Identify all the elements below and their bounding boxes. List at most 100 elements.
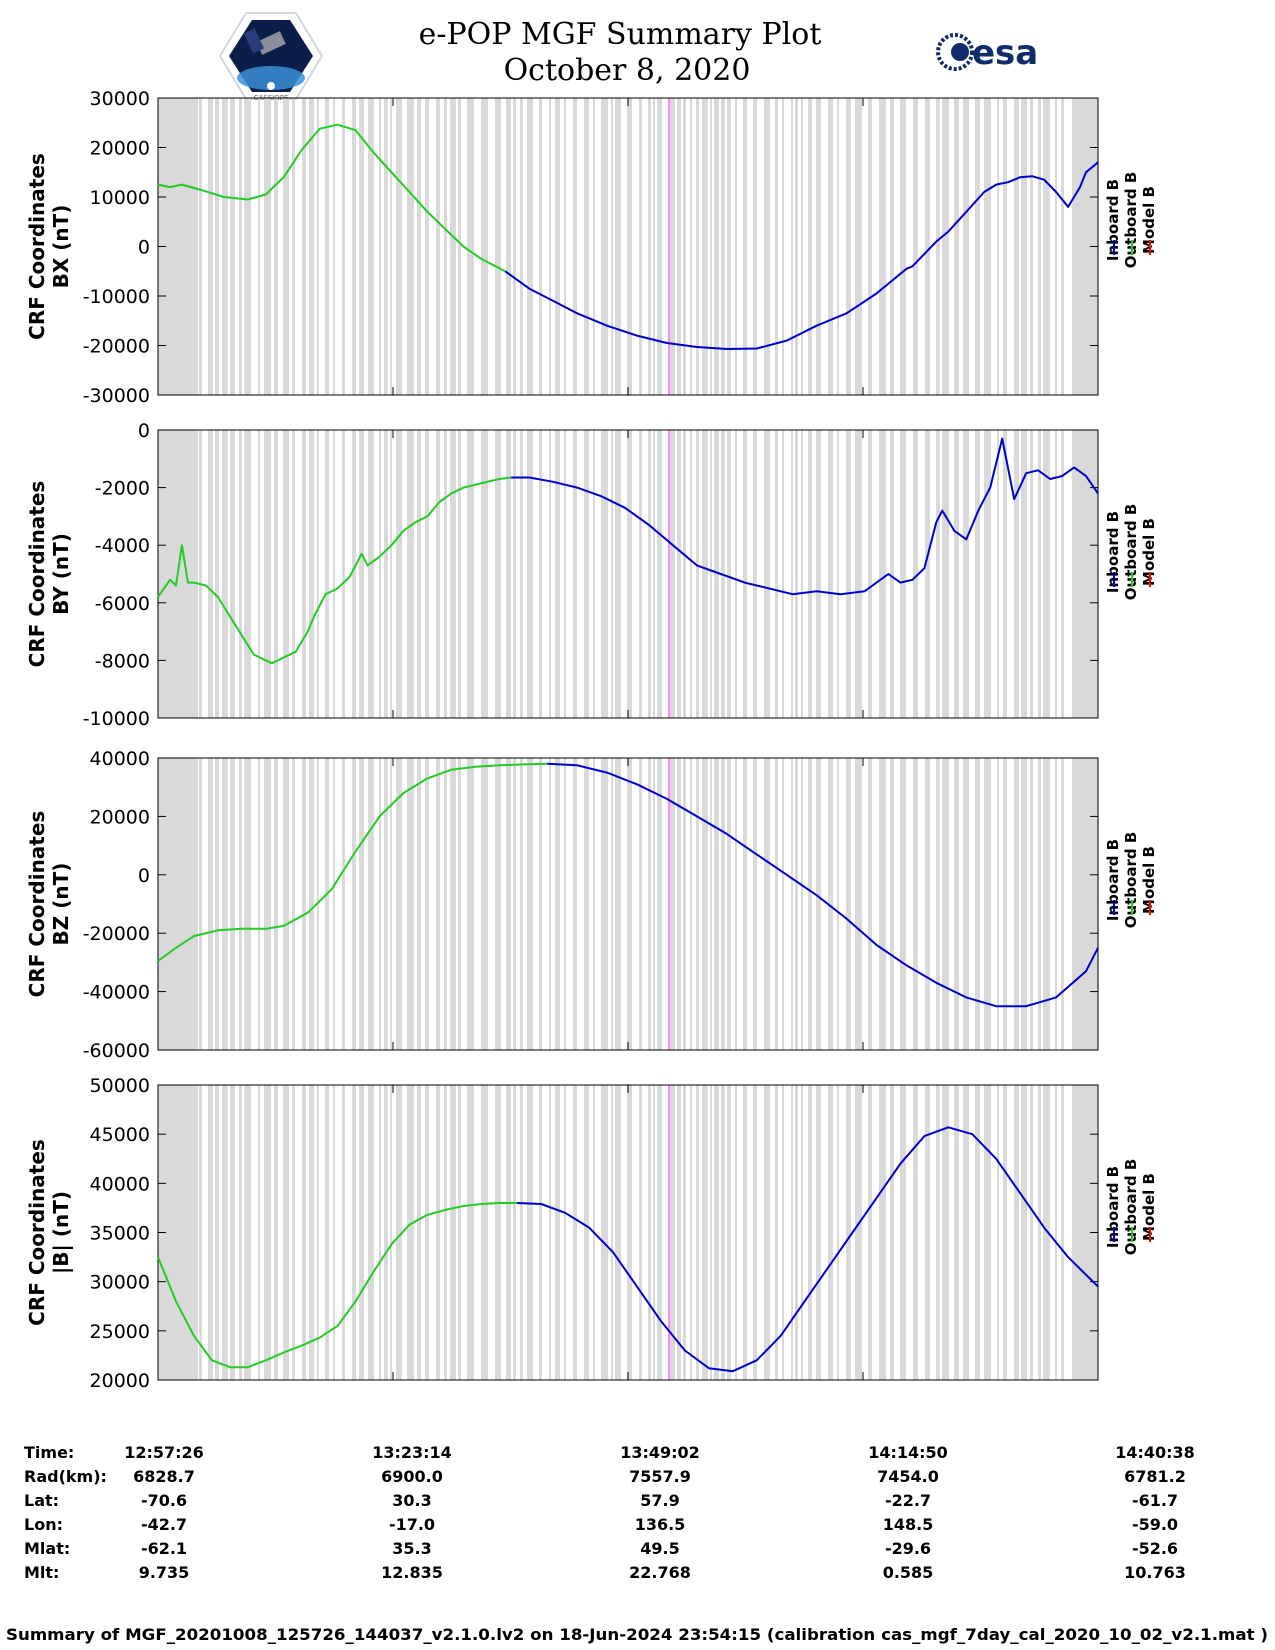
gap-stripe	[615, 1085, 621, 1380]
y-axis-label: CRF Coordinates	[25, 811, 49, 998]
gap-stripe	[208, 1085, 213, 1380]
gap-stripe	[900, 430, 906, 718]
gap-stripe	[855, 1085, 862, 1380]
gap-stripe	[222, 430, 228, 718]
gap-stripe	[816, 98, 821, 395]
ephemeris-table: Time: Rad(km): Lat: Lon: Mlat: Mlt: 12:5…	[24, 1443, 1195, 1582]
gap-stripe	[573, 98, 577, 395]
gap-stripe	[735, 430, 737, 718]
gap-stripe	[791, 430, 793, 718]
gap-stripe	[573, 1085, 577, 1380]
gap-stripe	[1061, 758, 1064, 1050]
gap-stripe	[1030, 1085, 1033, 1380]
gap-stripe	[481, 758, 488, 1050]
series-line-outboard-b	[157, 1202, 518, 1369]
gap-stripe	[325, 758, 329, 1050]
gap-stripe	[274, 430, 278, 718]
y-tick-label: -10000	[83, 286, 150, 308]
gap-stripe	[690, 98, 692, 395]
gap-stripe	[816, 758, 821, 1050]
series-line-inboard-b	[547, 762, 1099, 1008]
chart-panel-3: 40000 20000 0 -20000 -40000 -60000 CRF Coordin…	[25, 748, 1158, 1062]
gap-stripe	[264, 98, 271, 395]
gap-stripe	[837, 1085, 839, 1380]
gap-stripe	[1055, 1085, 1057, 1380]
gap-stripe	[714, 1085, 719, 1380]
gap-stripe	[199, 430, 202, 718]
gap-stripe	[325, 430, 329, 718]
gap-stripe	[230, 98, 235, 395]
gap-stripe	[539, 98, 542, 395]
gap-stripe	[753, 1085, 757, 1380]
gap-stripe	[683, 1085, 686, 1380]
gap-stripe	[690, 758, 692, 1050]
gap-stripe	[450, 430, 456, 718]
table-label-rad: Rad(km):	[24, 1467, 107, 1486]
table-cell: 13:49:02	[620, 1443, 700, 1462]
gap-stripe	[868, 98, 872, 395]
gap-stripe	[890, 430, 894, 718]
gap-stripe	[342, 430, 345, 718]
table-label-mlat: Mlat:	[24, 1539, 70, 1558]
gap-stripe	[379, 1085, 381, 1380]
gap-stripe	[1014, 758, 1019, 1050]
gap-stripe	[450, 758, 456, 1050]
gap-stripe	[425, 1085, 429, 1380]
gap-stripe	[837, 98, 839, 395]
gap-stripe	[1055, 758, 1057, 1050]
gap-stripe	[513, 758, 516, 1050]
gap-stripe	[384, 758, 388, 1050]
y-tick-label: 20000	[90, 138, 150, 160]
gap-stripe	[244, 98, 251, 395]
table-cell: -61.7	[1132, 1491, 1178, 1510]
gap-stripe	[309, 430, 314, 718]
gap-stripe	[727, 1085, 731, 1380]
gap-stripe	[984, 430, 991, 718]
gap-stripe	[317, 430, 319, 718]
gap-stripe	[222, 98, 228, 395]
gap-stripe	[627, 758, 632, 1050]
gap-stripe	[775, 758, 778, 1050]
gap-stripe	[425, 98, 429, 395]
gap-stripe	[436, 1085, 440, 1380]
gap-stripe	[627, 98, 632, 395]
gap-stripe	[611, 98, 613, 395]
gap-stripe	[384, 98, 388, 395]
gap-stripe	[690, 1085, 692, 1380]
gap-stripe	[683, 98, 686, 395]
gap-stripe	[702, 758, 708, 1050]
gap-stripe	[828, 758, 833, 1050]
gap-stripe	[274, 98, 278, 395]
table-cell: -62.1	[141, 1539, 187, 1558]
series-line-outboard-b	[157, 762, 548, 962]
legend-label: Inboard B	[1104, 839, 1122, 921]
gap-stripe	[615, 430, 621, 718]
gap-stripe	[407, 430, 414, 718]
gap-stripe	[215, 98, 219, 395]
gap-stripe	[292, 1085, 295, 1380]
gap-stripe	[359, 430, 364, 718]
gap-stripe	[808, 1085, 812, 1380]
table-cell: 30.3	[392, 1491, 431, 1510]
gap-stripe	[913, 430, 918, 718]
gap-stripe	[653, 758, 655, 1050]
gap-stripe	[1021, 758, 1027, 1050]
legend: Inboard B Outboard B Model B	[1104, 832, 1158, 929]
chart-panel-4: 50000 45000 40000 35000 30000 25000 20000 CRF C…	[25, 1075, 1158, 1392]
gap-stripe	[611, 758, 613, 1050]
gap-stripe	[782, 98, 784, 395]
gap-stripe	[407, 758, 414, 1050]
gap-stripe	[648, 1085, 651, 1380]
y-tick-label: 25000	[90, 1321, 150, 1343]
gap-stripe	[668, 1085, 675, 1380]
gap-stripe	[368, 758, 374, 1050]
y-tick-label: 0	[138, 865, 150, 887]
gap-stripe	[573, 758, 577, 1050]
gap-stripe	[379, 98, 381, 395]
gap-stripe	[653, 1085, 655, 1380]
gap-stripe	[208, 98, 213, 395]
gap-stripe	[775, 1085, 778, 1380]
gap-stripe	[764, 1085, 770, 1380]
table-cell: 35.3	[392, 1539, 431, 1558]
gap-stripe	[975, 758, 980, 1050]
